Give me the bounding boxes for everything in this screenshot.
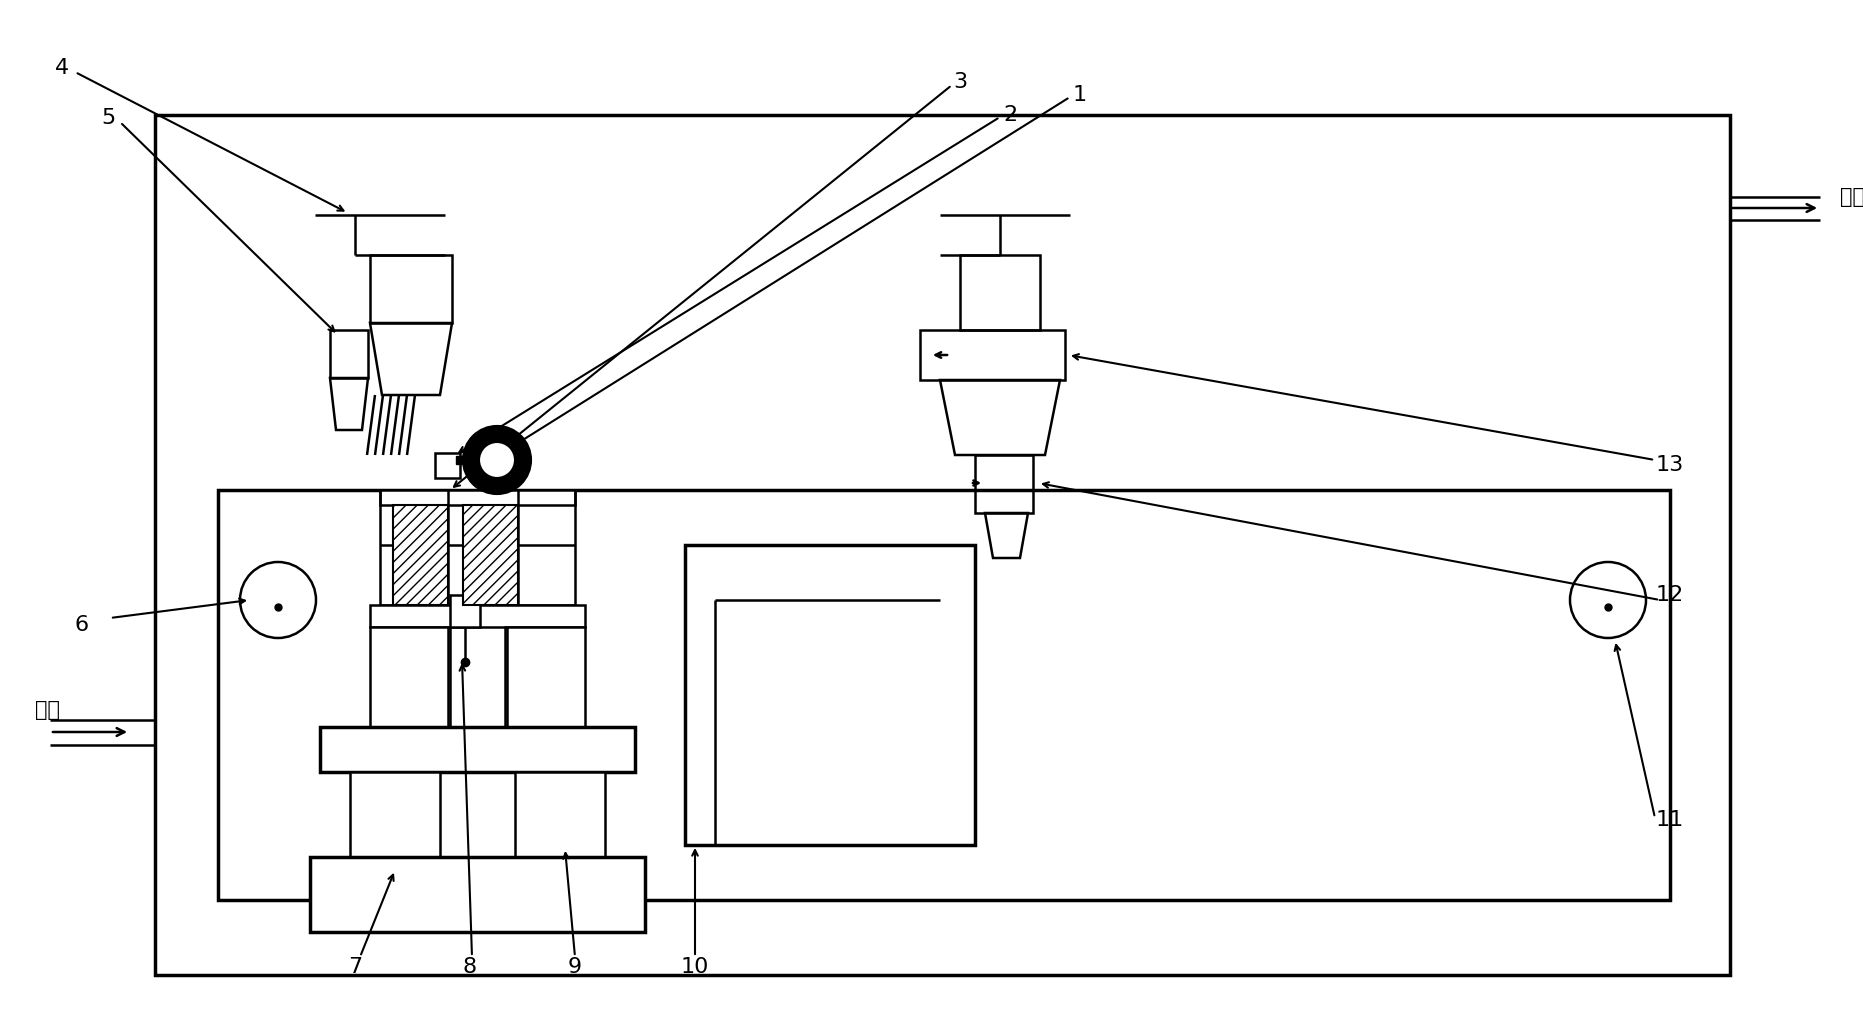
Bar	[686, 545, 974, 845]
Text: 8: 8	[462, 957, 477, 977]
Text: 4: 4	[54, 58, 69, 78]
Circle shape	[240, 562, 317, 638]
Bar	[505, 627, 585, 727]
Circle shape	[464, 427, 529, 493]
Bar	[514, 772, 605, 857]
Bar	[393, 504, 447, 605]
Bar	[959, 255, 1040, 330]
Bar	[974, 455, 1032, 513]
Text: 3: 3	[954, 72, 967, 92]
Circle shape	[479, 442, 514, 478]
Text: 2: 2	[1002, 105, 1017, 125]
Bar	[451, 595, 481, 627]
Bar	[380, 490, 576, 504]
Text: 9: 9	[568, 957, 581, 977]
Bar	[320, 727, 635, 772]
Bar	[464, 504, 518, 605]
Bar	[371, 255, 453, 323]
Bar	[371, 627, 451, 727]
Text: 6: 6	[75, 615, 89, 635]
Bar	[330, 330, 369, 378]
Text: 12: 12	[1656, 585, 1684, 605]
Text: 11: 11	[1656, 810, 1684, 830]
Bar	[434, 453, 460, 478]
Text: 13: 13	[1656, 455, 1684, 475]
Text: 1: 1	[1073, 85, 1088, 105]
Bar	[920, 330, 1066, 380]
Bar	[371, 605, 585, 627]
Text: 10: 10	[680, 957, 710, 977]
Text: 出气: 出气	[1841, 187, 1863, 207]
Bar	[309, 857, 645, 932]
Text: 5: 5	[101, 108, 116, 128]
Bar	[218, 490, 1669, 900]
Circle shape	[1571, 562, 1647, 638]
Bar	[155, 115, 1731, 975]
Text: 进气: 进气	[35, 700, 60, 720]
Text: 7: 7	[348, 957, 361, 977]
Bar	[350, 772, 440, 857]
